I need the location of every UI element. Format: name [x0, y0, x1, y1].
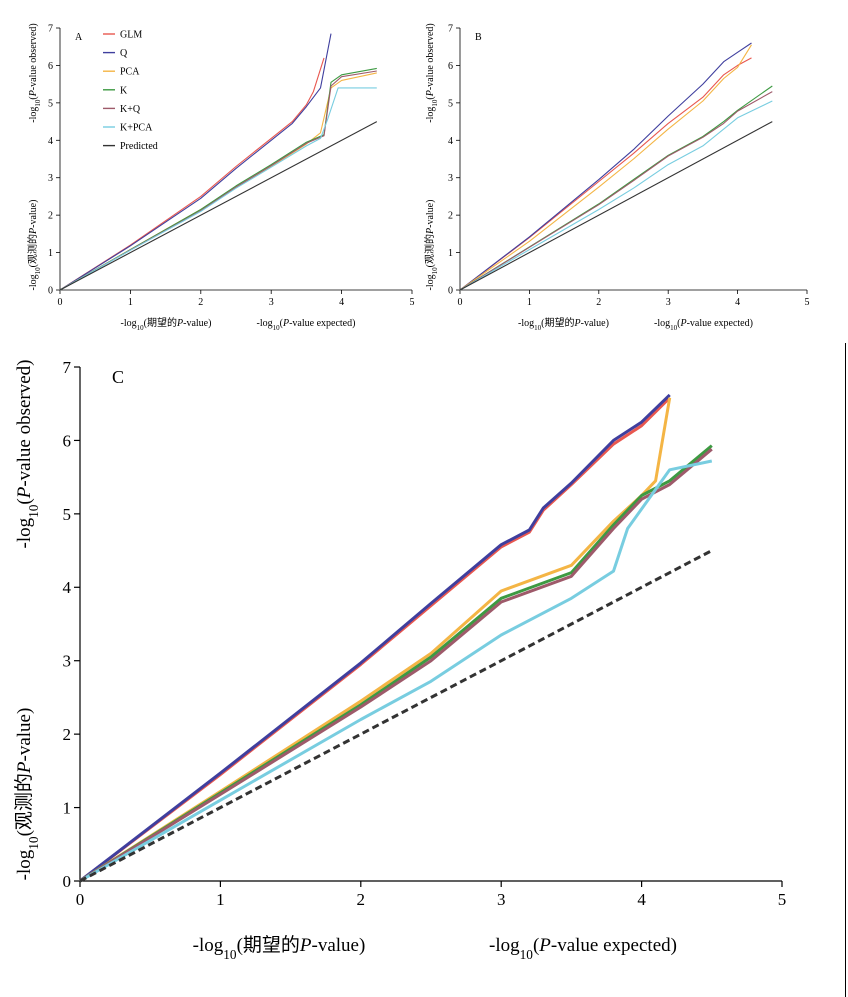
x-tick-label: 2: [357, 890, 366, 909]
x-axis-label-cn: -log10(期望的P-value): [193, 934, 366, 962]
legend-entry: K+PCA: [120, 123, 153, 134]
legend-entry: K+Q: [120, 104, 141, 115]
x-axis-label: -log10(期望的P-value) -log10(P-value expecte…: [518, 316, 753, 332]
y-axis-label-en: -log10(P-value observed): [28, 23, 42, 122]
series-predicted: [459, 121, 773, 291]
x-tick-label: 4: [339, 297, 344, 308]
legend-entry: GLM: [120, 30, 142, 41]
x-axis-label-en: -log10(P-value expected): [257, 318, 356, 332]
y-tick-label: 2: [48, 211, 53, 222]
y-tick-label: 1: [48, 248, 53, 259]
y-tick-label: 2: [448, 211, 453, 222]
panel-label: C: [112, 367, 124, 387]
x-tick-label: 5: [805, 297, 810, 308]
series-glm: [59, 57, 325, 291]
y-axis-label: -log10(观测的P-value) -log10(P-value observe…: [26, 23, 42, 290]
y-axis-label-cn: -log10(观测的P-value): [26, 200, 42, 291]
y-tick-label: 5: [48, 98, 53, 109]
y-tick-label: 6: [448, 61, 453, 72]
legend-entry: PCA: [120, 67, 140, 78]
x-tick-label: 0: [458, 297, 463, 308]
y-tick-label: 2: [63, 725, 72, 744]
panel-label: A: [75, 32, 83, 43]
y-tick-label: 7: [63, 358, 72, 377]
series-k-plus-pca: [459, 100, 773, 291]
x-tick-label: 0: [58, 297, 63, 308]
y-tick-label: 6: [48, 61, 53, 72]
series-k-plus-q: [59, 70, 377, 291]
y-tick-label: 3: [448, 173, 453, 184]
series-k-plus-q: [459, 91, 773, 291]
y-tick-label: 0: [63, 872, 72, 891]
x-tick-label: 1: [216, 890, 225, 909]
series-k: [459, 85, 773, 291]
series-q: [79, 393, 671, 883]
x-tick-label: 3: [497, 890, 506, 909]
y-tick-label: 1: [63, 799, 72, 818]
y-tick-label: 4: [448, 136, 453, 147]
x-tick-label: 5: [410, 297, 415, 308]
y-tick-label: 7: [48, 24, 53, 35]
y-axis-label: -log10(观测的P-value) -log10(P-value observe…: [13, 360, 41, 881]
legend-entry: K: [120, 85, 128, 96]
series-k: [79, 444, 713, 883]
x-axis-label: -log10(期望的P-value) -log10(P-value expecte…: [193, 934, 677, 962]
y-tick-label: 0: [48, 286, 53, 297]
y-tick-label: 1: [448, 248, 453, 259]
x-axis-label: -log10(期望的P-value) -log10(P-value expecte…: [121, 316, 356, 332]
x-tick-label: 2: [198, 297, 203, 308]
y-axis-label-cn: -log10(观测的P-value): [13, 708, 41, 881]
series-q: [459, 42, 752, 291]
y-tick-label: 0: [448, 286, 453, 297]
y-tick-label: 5: [448, 98, 453, 109]
x-tick-label: 3: [269, 297, 274, 308]
y-axis-label-en: -log10(P-value observed): [425, 23, 439, 122]
y-tick-label: 6: [63, 431, 72, 450]
x-axis-label-cn: -log10(期望的P-value): [518, 316, 609, 332]
legend: GLM Q PCA K K+Q K+PCA Predicted: [103, 30, 158, 152]
x-tick-label: 1: [527, 297, 532, 308]
x-axis-label-en: -log10(P-value expected): [654, 318, 753, 332]
series-pca: [459, 44, 752, 291]
y-axis-label-cn: -log10(观测的P-value): [423, 200, 439, 291]
x-tick-label: 3: [666, 297, 671, 308]
x-tick-label: 1: [128, 297, 133, 308]
y-tick-label: 7: [448, 24, 453, 35]
panel-divider: [845, 343, 846, 997]
panel-label: B: [475, 32, 482, 43]
x-tick-label: 2: [596, 297, 601, 308]
y-axis-label-en: -log10(P-value observed): [14, 360, 41, 549]
series-k: [59, 67, 377, 291]
y-tick-label: 4: [48, 136, 53, 147]
series-q: [59, 33, 332, 291]
y-axis-label: -log10(观测的P-value) -log10(P-value observe…: [423, 23, 439, 290]
y-tick-label: 3: [63, 652, 72, 671]
series-k-plus-q: [79, 448, 713, 883]
series-k-plus-pca: [79, 459, 713, 883]
series-predicted: [79, 549, 713, 883]
series-glm: [79, 396, 671, 883]
legend-entry: Q: [120, 48, 128, 59]
y-tick-label: 3: [48, 173, 53, 184]
series-pca: [79, 397, 672, 883]
series-k-plus-pca: [59, 87, 377, 291]
x-tick-label: 4: [735, 297, 740, 308]
x-axis-label-cn: -log10(期望的P-value): [121, 316, 212, 332]
x-tick-label: 5: [778, 890, 787, 909]
series-predicted: [59, 121, 378, 291]
x-tick-label: 0: [76, 890, 85, 909]
x-tick-label: 4: [637, 890, 646, 909]
series-glm: [459, 57, 752, 291]
y-tick-label: 5: [63, 505, 72, 524]
y-tick-label: 4: [63, 578, 72, 597]
legend-entry: Predicted: [120, 141, 158, 152]
x-axis-label-en: -log10(P-value expected): [489, 935, 677, 962]
